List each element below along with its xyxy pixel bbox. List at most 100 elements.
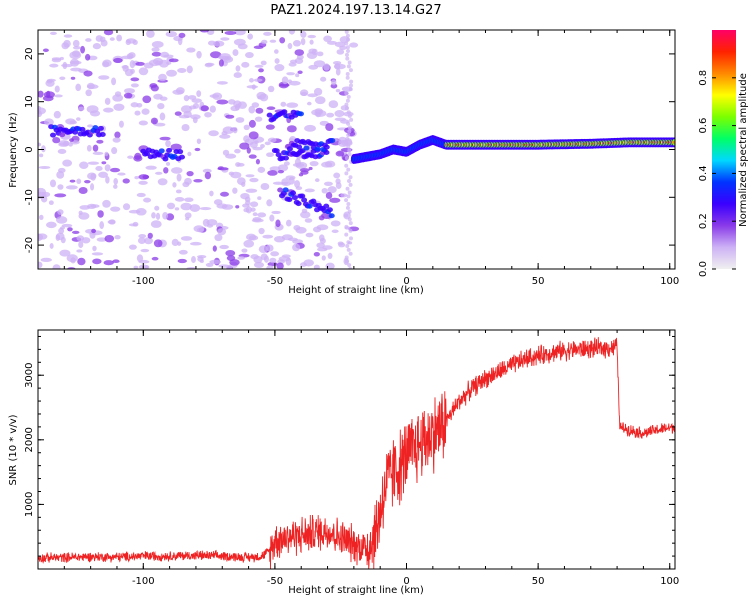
heatmap-cell [86, 144, 92, 152]
heatmap-cell [346, 201, 351, 206]
heatmap-cell [282, 187, 289, 193]
heatmap-cell [266, 106, 276, 110]
heatmap-cell [232, 187, 238, 194]
heatmap-cell [304, 188, 315, 193]
heatmap-cell [322, 245, 333, 250]
heatmap-cell [129, 60, 136, 69]
heatmap-cell [248, 119, 256, 128]
heatmap-cell [282, 155, 289, 161]
heatmap-cell [54, 85, 60, 93]
heatmap-cell [200, 105, 209, 112]
heatmap-cell [103, 30, 114, 36]
heatmap-cell [84, 180, 91, 184]
heatmap-cell [59, 56, 64, 61]
heatmap-cell [281, 109, 288, 115]
heatmap-cell [62, 159, 73, 167]
heatmap-cell [261, 39, 268, 45]
heatmap-cell [299, 193, 306, 199]
heatmap-cell [78, 212, 90, 220]
heatmap-cell [165, 140, 171, 148]
spectrogram-y-label: Frequency (Hz) [8, 112, 19, 188]
heatmap-cell [216, 203, 228, 209]
heatmap-cell [303, 259, 315, 267]
heatmap-cell [266, 112, 273, 118]
heatmap-cell [229, 259, 240, 266]
heatmap-cell [77, 257, 86, 266]
heatmap-cell [314, 146, 321, 152]
heatmap-cell [133, 265, 139, 269]
heatmap-cell [344, 30, 349, 34]
heatmap-cell [263, 31, 272, 36]
heatmap-cell [269, 39, 277, 43]
heatmap-cell [59, 249, 71, 257]
heatmap-cell [266, 244, 274, 252]
heatmap-cell [334, 41, 346, 48]
heatmap-cell [326, 207, 333, 213]
heatmap-cell [288, 80, 301, 86]
heatmap-cell [160, 51, 170, 58]
heatmap-cell [138, 120, 148, 126]
heatmap-cell [260, 144, 265, 149]
snr-y-label: SNR (10 * v/v) [8, 414, 19, 485]
heatmap-cell [138, 234, 147, 239]
heatmap-cell [299, 89, 309, 96]
heatmap-cell [133, 155, 143, 162]
heatmap-cell [241, 61, 250, 68]
heatmap-cell [138, 259, 150, 264]
heatmap-cell [60, 226, 66, 230]
heatmap-cell [79, 205, 91, 210]
heatmap-cell [116, 34, 123, 42]
heatmap-cell [92, 151, 104, 155]
heatmap-cell [65, 185, 78, 190]
heatmap-cell [281, 76, 289, 85]
heatmap-cell [196, 138, 202, 145]
heatmap-cell [246, 85, 258, 89]
heatmap-cell [142, 174, 150, 180]
x-tick-label: 0 [403, 576, 409, 587]
heatmap-cell [101, 161, 107, 165]
heatmap-cell [97, 210, 104, 218]
heatmap-cell [346, 167, 351, 172]
heatmap-cell [225, 250, 236, 257]
heatmap-cell [264, 141, 271, 146]
heatmap-cell [172, 89, 184, 95]
x-tick-label: -100 [132, 276, 155, 287]
heatmap-cell [345, 75, 350, 80]
heatmap-cell [344, 91, 349, 96]
heatmap-cell [348, 87, 353, 92]
heatmap-cell [55, 234, 61, 242]
heatmap-cell [254, 64, 264, 68]
heatmap-cell [216, 99, 229, 105]
heatmap-cell [159, 112, 166, 121]
heatmap-cell [122, 178, 130, 184]
heatmap-cell [272, 181, 284, 185]
heatmap-cell [210, 51, 222, 59]
heatmap-cell [109, 37, 115, 41]
heatmap-cell [189, 105, 197, 110]
heatmap-cell [127, 155, 134, 159]
heatmap-cell [112, 259, 120, 264]
heatmap-cell [181, 123, 190, 132]
heatmap-cell [323, 144, 330, 150]
heatmap-cell [344, 259, 349, 264]
heatmap-cell [321, 161, 333, 168]
heatmap-cell [236, 177, 246, 186]
heatmap-cell [304, 218, 313, 223]
heatmap-cell [286, 102, 299, 108]
heatmap-cell [128, 244, 137, 250]
heatmap-cell [237, 256, 245, 260]
heatmap-cell [76, 178, 82, 185]
heatmap-cell [336, 49, 345, 55]
heatmap-cell [143, 62, 154, 69]
heatmap-cell [79, 161, 89, 169]
heatmap-cell [345, 98, 350, 103]
heatmap-cell [349, 79, 354, 84]
heatmap-cell [102, 61, 110, 68]
heatmap-cell [288, 176, 295, 185]
snr-x-label: Height of straight line (km) [288, 585, 424, 596]
heatmap-cell [266, 199, 273, 207]
heatmap-cell [186, 65, 193, 74]
heatmap-cell [320, 76, 327, 82]
heatmap-cell [53, 110, 61, 119]
heatmap-cell [269, 257, 277, 264]
